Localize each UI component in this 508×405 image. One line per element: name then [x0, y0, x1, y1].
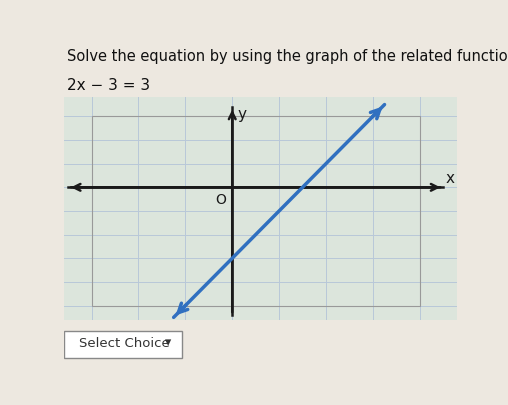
- Text: y: y: [238, 107, 247, 121]
- Text: O: O: [216, 192, 227, 207]
- FancyBboxPatch shape: [64, 331, 182, 358]
- Text: ▾: ▾: [165, 336, 171, 349]
- Text: 2x − 3 = 3: 2x − 3 = 3: [68, 78, 150, 93]
- Text: Select Choice: Select Choice: [79, 336, 170, 349]
- Text: x: x: [446, 171, 455, 185]
- Text: Solve the equation by using the graph of the related function.: Solve the equation by using the graph of…: [68, 49, 508, 64]
